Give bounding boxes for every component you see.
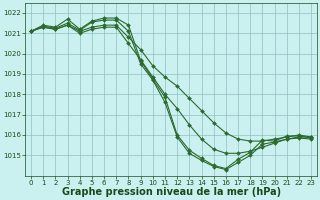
X-axis label: Graphe pression niveau de la mer (hPa): Graphe pression niveau de la mer (hPa) [61, 187, 281, 197]
